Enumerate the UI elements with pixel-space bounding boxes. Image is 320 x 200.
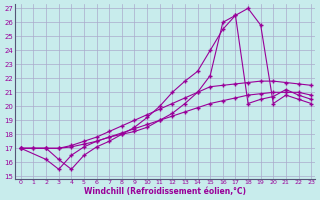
X-axis label: Windchill (Refroidissement éolien,°C): Windchill (Refroidissement éolien,°C) <box>84 187 246 196</box>
